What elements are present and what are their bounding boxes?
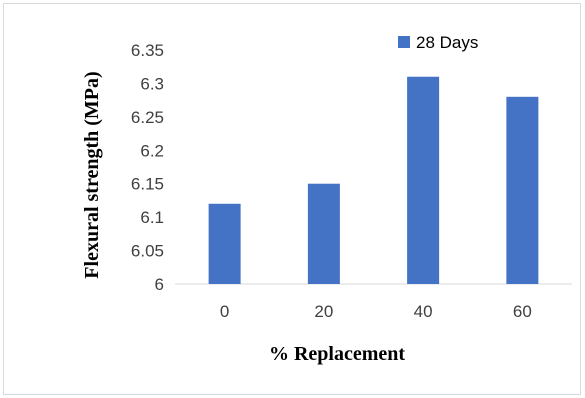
y-tick-label: 6.15 — [131, 175, 164, 194]
bar — [407, 76, 440, 284]
x-tick-label: 20 — [314, 302, 333, 321]
x-tick-label: 0 — [220, 302, 229, 321]
bars — [208, 76, 539, 284]
y-tick-label: 6.1 — [140, 208, 164, 227]
y-tick-label: 6.05 — [131, 242, 164, 261]
x-axis-ticks: 0 20 40 60 — [220, 302, 532, 321]
bar — [307, 183, 340, 284]
bar — [506, 96, 539, 284]
legend-label: 28 Days — [416, 33, 478, 52]
bar — [208, 203, 241, 284]
legend: 28 Days — [398, 33, 478, 52]
y-axis-title: Flexural strength (MPa) — [81, 71, 103, 278]
y-tick-label: 6.2 — [140, 141, 164, 160]
y-axis-ticks: 6 6.05 6.1 6.15 6.2 6.25 6.3 6.35 — [131, 41, 164, 294]
x-axis-title: % Replacement — [269, 343, 405, 365]
y-tick-label: 6.35 — [131, 41, 164, 60]
y-tick-label: 6.25 — [131, 108, 164, 127]
chart-frame — [3, 3, 581, 395]
y-tick-label: 6.3 — [140, 74, 164, 93]
y-tick-label: 6 — [155, 275, 164, 294]
x-tick-label: 60 — [513, 302, 532, 321]
x-tick-label: 40 — [414, 302, 433, 321]
legend-swatch — [398, 36, 410, 48]
